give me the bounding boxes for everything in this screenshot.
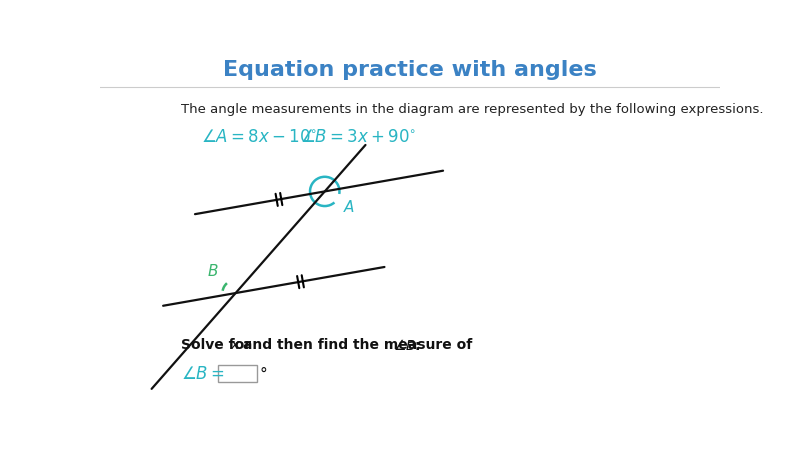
FancyBboxPatch shape: [218, 366, 257, 382]
Text: °: °: [260, 366, 267, 381]
Text: Equation practice with angles: Equation practice with angles: [223, 60, 597, 80]
Text: $A$: $A$: [343, 199, 355, 215]
Text: Solve for: Solve for: [182, 338, 256, 352]
Text: $\angle B =$: $\angle B =$: [182, 365, 225, 383]
Text: The angle measurements in the diagram are represented by the following expressio: The angle measurements in the diagram ar…: [182, 103, 764, 116]
Text: $\angle A = 8x - 10^{\circ}$: $\angle A = 8x - 10^{\circ}$: [201, 128, 317, 146]
Text: $x$: $x$: [230, 338, 241, 352]
Text: and then find the measure of: and then find the measure of: [238, 338, 477, 352]
Text: $\angle B$:: $\angle B$:: [393, 338, 421, 353]
Text: $\angle B = 3x + 90^{\circ}$: $\angle B = 3x + 90^{\circ}$: [300, 128, 416, 146]
Text: $B$: $B$: [207, 263, 218, 279]
